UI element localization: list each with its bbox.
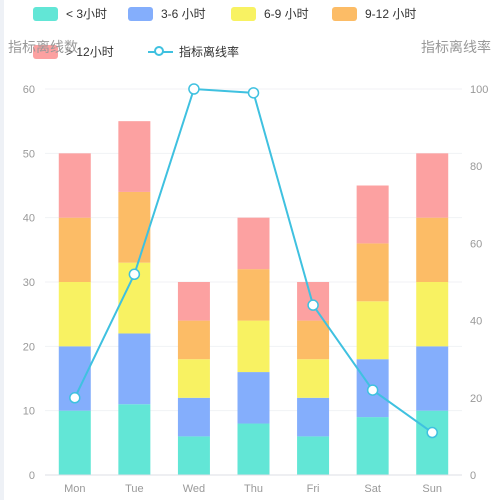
bar-segment [237,269,270,321]
bar-segment [356,185,389,244]
bar-segment [58,217,91,282]
y-right-tick-label: 100 [470,84,488,96]
legend-swatch-lt3 [33,6,58,21]
x-tick-label: Sun [422,483,442,495]
bar-segment [118,333,151,405]
bar-segment [58,410,91,475]
y-left-tick-label: 20 [23,341,35,353]
y-left-tick-label: 30 [23,277,35,289]
bar-segment [118,404,151,475]
offline-rate-point [307,299,319,311]
bar-segment [177,320,210,360]
bar-segment [297,397,330,437]
legend-swatch-9-12 [332,6,357,21]
y-right-tick-label: 20 [470,393,482,405]
legend-swatch-offline-rate [148,45,173,59]
y-right-tick-label: 60 [470,238,482,250]
offline-rate-point [247,87,260,99]
offline-rate-point [426,426,438,439]
legend-swatch-3-6 [128,6,153,21]
bar-segment [118,121,151,192]
left-edge-strip [0,0,4,500]
legend-item-lt3[interactable]: < 3小时 [33,5,107,22]
bar-segment [416,346,449,411]
y-left-tick-label: 40 [23,213,35,225]
x-tick-label: Thu [244,483,263,495]
legend-item-9-12[interactable]: 9-12 小时 [332,5,416,22]
bar-segment [58,282,91,347]
bar-segment [237,372,270,424]
bar-segment [416,153,449,218]
x-tick-label: Mon [64,483,85,495]
bar-segment [356,417,389,475]
bar-segment [177,436,210,475]
legend-label-9-12: 9-12 小时 [365,7,417,21]
bar-segment [58,153,91,218]
bar-segment [297,320,330,360]
offline-rate-point [188,83,200,95]
bar-segment [177,359,210,398]
bar-segment [356,243,389,302]
legend-item-gt12[interactable]: > 12小时 [33,43,114,60]
x-tick-label: Fri [307,483,320,495]
bar-segment [416,217,449,282]
legend-item-3-6[interactable]: 3-6 小时 [128,5,206,22]
bar-segment [237,423,270,475]
legend-item-offline-rate[interactable]: 指标离线率 [148,43,239,60]
legend-swatch-gt12 [33,44,58,59]
bar-segment [416,282,449,347]
legend-swatch-6-9 [231,6,256,21]
offline-rate-point [128,268,141,281]
y-right-tick-label: 80 [470,161,482,173]
bar-segment [356,301,389,360]
bar-segment [237,217,270,270]
y-left-tick-label: 60 [23,84,35,96]
x-tick-label: Sat [364,483,381,495]
y-axis-right-title: 指标离线率 [421,39,491,55]
offline-rate-point [366,384,379,396]
y-right-tick-label: 40 [470,316,482,328]
x-tick-label: Tue [125,483,144,495]
legend-label-gt12: > 12小时 [66,45,114,59]
bar-segment [416,410,449,475]
bar-segment [177,397,210,437]
legend-label-3-6: 3-6 小时 [161,7,206,21]
bar-segment [118,191,151,263]
y-left-tick-label: 10 [23,406,35,418]
legend-label-6-9: 6-9 小时 [264,7,309,21]
y-left-tick-label: 50 [23,148,35,160]
offline-rate-point [69,392,81,404]
y-axis-left-title: 指标离线数 [8,39,78,55]
bar-segment [237,320,270,373]
legend-label-offline-rate: 指标离线率 [179,45,240,59]
y-right-tick-label: 0 [470,470,476,482]
x-tick-label: Wed [183,483,205,495]
legend-item-6-9[interactable]: 6-9 小时 [231,5,309,22]
bar-segment [177,282,210,321]
y-left-tick-label: 0 [29,470,35,482]
legend-label-lt3: < 3小时 [66,7,108,21]
bar-segment [297,359,330,398]
bar-segment [297,436,330,475]
